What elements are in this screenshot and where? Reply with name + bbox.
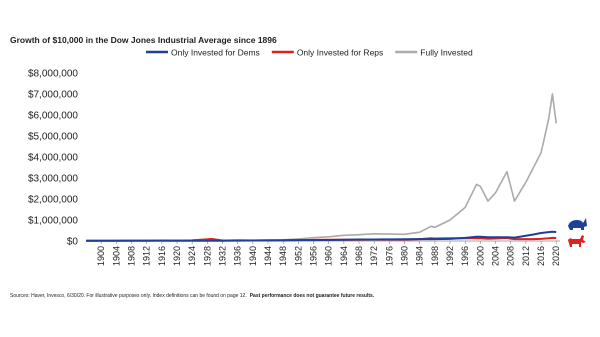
- x-tick-label: 1912: [142, 246, 152, 266]
- legend-label: Only Invested for Dems: [171, 48, 260, 58]
- x-tick-label: 1940: [248, 246, 258, 266]
- y-tick-label: $3,000,000: [28, 174, 78, 185]
- x-tick-label: 1916: [157, 246, 167, 266]
- footer-text: Sources: Haver, Invesco, 6/30/20. For il…: [10, 293, 247, 299]
- x-tick-label: 1968: [354, 246, 364, 266]
- y-tick-label: $6,000,000: [28, 111, 78, 122]
- y-tick-label: $8,000,000: [28, 69, 78, 80]
- footer: Sources: Haver, Invesco, 6/30/20. For il…: [10, 293, 375, 299]
- legend-label: Fully Invested: [420, 48, 473, 58]
- x-tick-label: 1908: [127, 246, 137, 266]
- x-tick-label: 1988: [430, 246, 440, 266]
- y-tick-label: $5,000,000: [28, 132, 78, 143]
- x-tick-label: 1944: [263, 246, 273, 266]
- x-tick-label: 1956: [309, 246, 319, 266]
- x-tick-label: 1900: [96, 246, 106, 266]
- x-tick-label: 1992: [445, 246, 455, 266]
- legend-label: Only Invested for Reps: [297, 48, 383, 58]
- x-tick-label: 1952: [293, 246, 303, 266]
- x-tick-label: 1924: [187, 246, 197, 266]
- chart-title: Growth of $10,000 in the Dow Jones Indus…: [10, 35, 277, 45]
- legend-item: Only Invested for Dems: [146, 48, 260, 58]
- x-tick-label: 2008: [506, 246, 516, 266]
- x-tick-label: 1984: [415, 246, 425, 266]
- x-tick-label: 1928: [202, 246, 212, 266]
- series-line: [85, 230, 557, 242]
- x-tick-label: 1976: [384, 246, 394, 266]
- y-tick-label: $4,000,000: [28, 153, 78, 164]
- x-tick-label: 2004: [491, 246, 501, 266]
- republican-icon: [568, 218, 587, 230]
- x-tick-label: 1936: [233, 246, 243, 266]
- legend-item: Only Invested for Reps: [271, 48, 383, 58]
- democrat-icon: [568, 235, 586, 247]
- x-tick-label: 1980: [400, 246, 410, 266]
- x-tick-label: 1920: [172, 246, 182, 266]
- series-line: [85, 93, 558, 242]
- x-tick-label: 1960: [324, 246, 334, 266]
- x-tick-label: 2012: [521, 246, 531, 266]
- x-tick-label: 1904: [111, 246, 121, 266]
- x-tick-label: 1948: [278, 246, 288, 266]
- legend: Only Invested for Dems Only Invested for …: [146, 48, 473, 58]
- plot: $0 $1,000,000 $2,000,000 $3,000,000 $4,000,0…: [28, 69, 561, 267]
- x-tick-label: 2020: [551, 246, 561, 266]
- x-tick-label: 2000: [475, 246, 485, 266]
- legend-item: Fully Invested: [395, 48, 473, 58]
- y-tick-label: $0: [67, 237, 79, 248]
- footer-bold: Past performance does not guarantee futu…: [250, 293, 375, 299]
- y-tick-label: $2,000,000: [28, 195, 78, 206]
- x-tick-label: 1964: [339, 246, 349, 266]
- y-tick-label: $1,000,000: [28, 216, 78, 227]
- x-tick-label: 1996: [460, 246, 470, 266]
- y-tick-label: $7,000,000: [28, 90, 78, 101]
- x-tick-label: 1972: [369, 246, 379, 266]
- x-tick-label: 2016: [536, 246, 546, 266]
- x-tick-label: 1932: [218, 246, 228, 266]
